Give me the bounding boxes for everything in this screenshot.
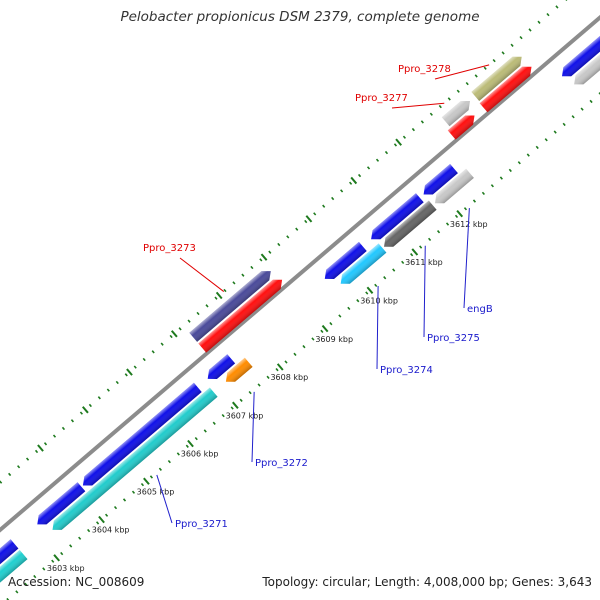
tick-label: 3605 kbp — [137, 487, 175, 496]
gene-label-Ppro_3273[interactable]: Ppro_3273 — [143, 243, 196, 254]
label-leader-line — [376, 285, 379, 370]
gene-shading — [340, 243, 387, 284]
label-leader-line — [156, 474, 173, 524]
gene-shading — [37, 482, 86, 525]
gene-shading — [371, 193, 424, 240]
backbone-line — [0, 14, 600, 533]
major-tick — [395, 138, 403, 146]
gene-shading — [435, 168, 474, 204]
gene-gene-3610a[interactable] — [423, 164, 458, 195]
tick-label: 3611 kbp — [405, 258, 443, 267]
gene-gene-3604a[interactable] — [37, 482, 86, 525]
gene-label-Ppro_3275[interactable]: Ppro_3275 — [427, 333, 480, 344]
gene-Ppro_3275[interactable] — [384, 200, 437, 247]
tick-label: 3603 kbp — [47, 564, 85, 573]
gene-Ppro_3274[interactable] — [340, 243, 387, 284]
gene-label-Ppro_3277[interactable]: Ppro_3277 — [355, 93, 408, 104]
gene-shading — [423, 164, 458, 195]
tick-label: 3606 kbp — [181, 450, 219, 459]
gene-shading — [562, 36, 600, 77]
gene-shading — [384, 200, 437, 247]
major-tick — [187, 439, 194, 448]
gene-shading — [225, 357, 253, 382]
label-leader-line — [391, 102, 445, 109]
gene-gene-3609a[interactable] — [371, 193, 424, 240]
gene-shading — [471, 56, 522, 101]
gene-shading — [207, 354, 236, 379]
topology-label: Topology: circular; Length: 4,008,000 bp… — [262, 575, 592, 589]
label-leader-line — [423, 245, 426, 338]
gene-gene-3613b[interactable] — [574, 40, 600, 85]
major-tick — [170, 330, 178, 338]
gene-pre-forward-2[interactable] — [0, 550, 28, 595]
gene-Ppro_3272[interactable] — [225, 357, 253, 382]
gene-shading — [574, 54, 600, 85]
gene-Ppro_3271[interactable] — [52, 387, 218, 530]
major-tick — [215, 291, 223, 300]
gene-shading — [189, 271, 271, 342]
gene-label-Ppro_3278[interactable]: Ppro_3278 — [398, 64, 451, 75]
genome-backbone — [0, 14, 600, 533]
gene-label-Ppro_3274[interactable]: Ppro_3274 — [380, 365, 433, 376]
tick-label: 3608 kbp — [270, 373, 308, 382]
gene-shading — [447, 115, 475, 140]
label-leader-line — [434, 64, 490, 80]
major-tick — [37, 444, 44, 452]
major-tick — [143, 477, 150, 485]
major-tick — [350, 176, 358, 185]
major-tick — [366, 286, 374, 294]
accession-label: Accession: NC_008609 — [8, 575, 145, 589]
gene-label-Ppro_3271[interactable]: Ppro_3271 — [175, 519, 228, 530]
gene-gene-3612a[interactable] — [441, 101, 470, 127]
tick-label: 3607 kbp — [226, 411, 264, 420]
major-tick — [126, 368, 133, 376]
gene-pre-forward-1[interactable] — [0, 539, 19, 584]
major-tick — [260, 253, 268, 261]
gene-shading — [0, 539, 19, 565]
major-tick — [53, 554, 61, 562]
gene-gene-3612b[interactable] — [479, 66, 532, 113]
gene-gene-3605a[interactable] — [82, 382, 202, 486]
major-tick — [321, 324, 329, 333]
major-tick — [276, 363, 284, 371]
gene-shading — [441, 101, 470, 127]
major-tick — [81, 406, 89, 414]
map-title: Pelobacter propionicus DSM 2379, complet… — [120, 9, 480, 25]
gene-label-engB[interactable]: engB — [467, 304, 493, 315]
gene-Ppro_3278[interactable] — [471, 56, 522, 101]
label-leader-line — [179, 257, 225, 292]
major-tick — [411, 248, 419, 256]
tick-label: 3609 kbp — [315, 335, 353, 344]
gene-engB[interactable] — [435, 168, 474, 204]
gene-gene-3608a[interactable] — [324, 241, 367, 279]
tick-label: 3610 kbp — [360, 296, 398, 305]
gene-shading — [198, 279, 283, 353]
gene-labels: Ppro_3271 Ppro_3272 Ppro_3274 Ppro_3275 engB… — [143, 64, 493, 530]
gene-Ppro_3277[interactable] — [447, 115, 475, 140]
gene-gene-3613a[interactable] — [562, 36, 600, 77]
tick-label: 3604 kbp — [92, 526, 130, 535]
gene-Ppro_3273[interactable] — [198, 279, 283, 353]
label-leader-line — [251, 391, 255, 463]
gene-label-Ppro_3272[interactable]: Ppro_3272 — [255, 458, 308, 469]
major-tick — [98, 515, 105, 524]
gene-shading — [324, 241, 367, 279]
gene-shading — [479, 66, 532, 113]
major-tick — [232, 401, 239, 409]
gene-features — [0, 36, 600, 595]
label-leader-line — [463, 208, 470, 309]
gene-gene-3606a[interactable] — [207, 354, 236, 379]
major-tick — [305, 215, 313, 223]
gene-gene-3607a[interactable] — [189, 271, 271, 342]
gene-shading — [0, 550, 28, 583]
gene-shading — [52, 387, 218, 530]
major-tick — [456, 209, 464, 218]
gene-shading — [82, 382, 202, 486]
